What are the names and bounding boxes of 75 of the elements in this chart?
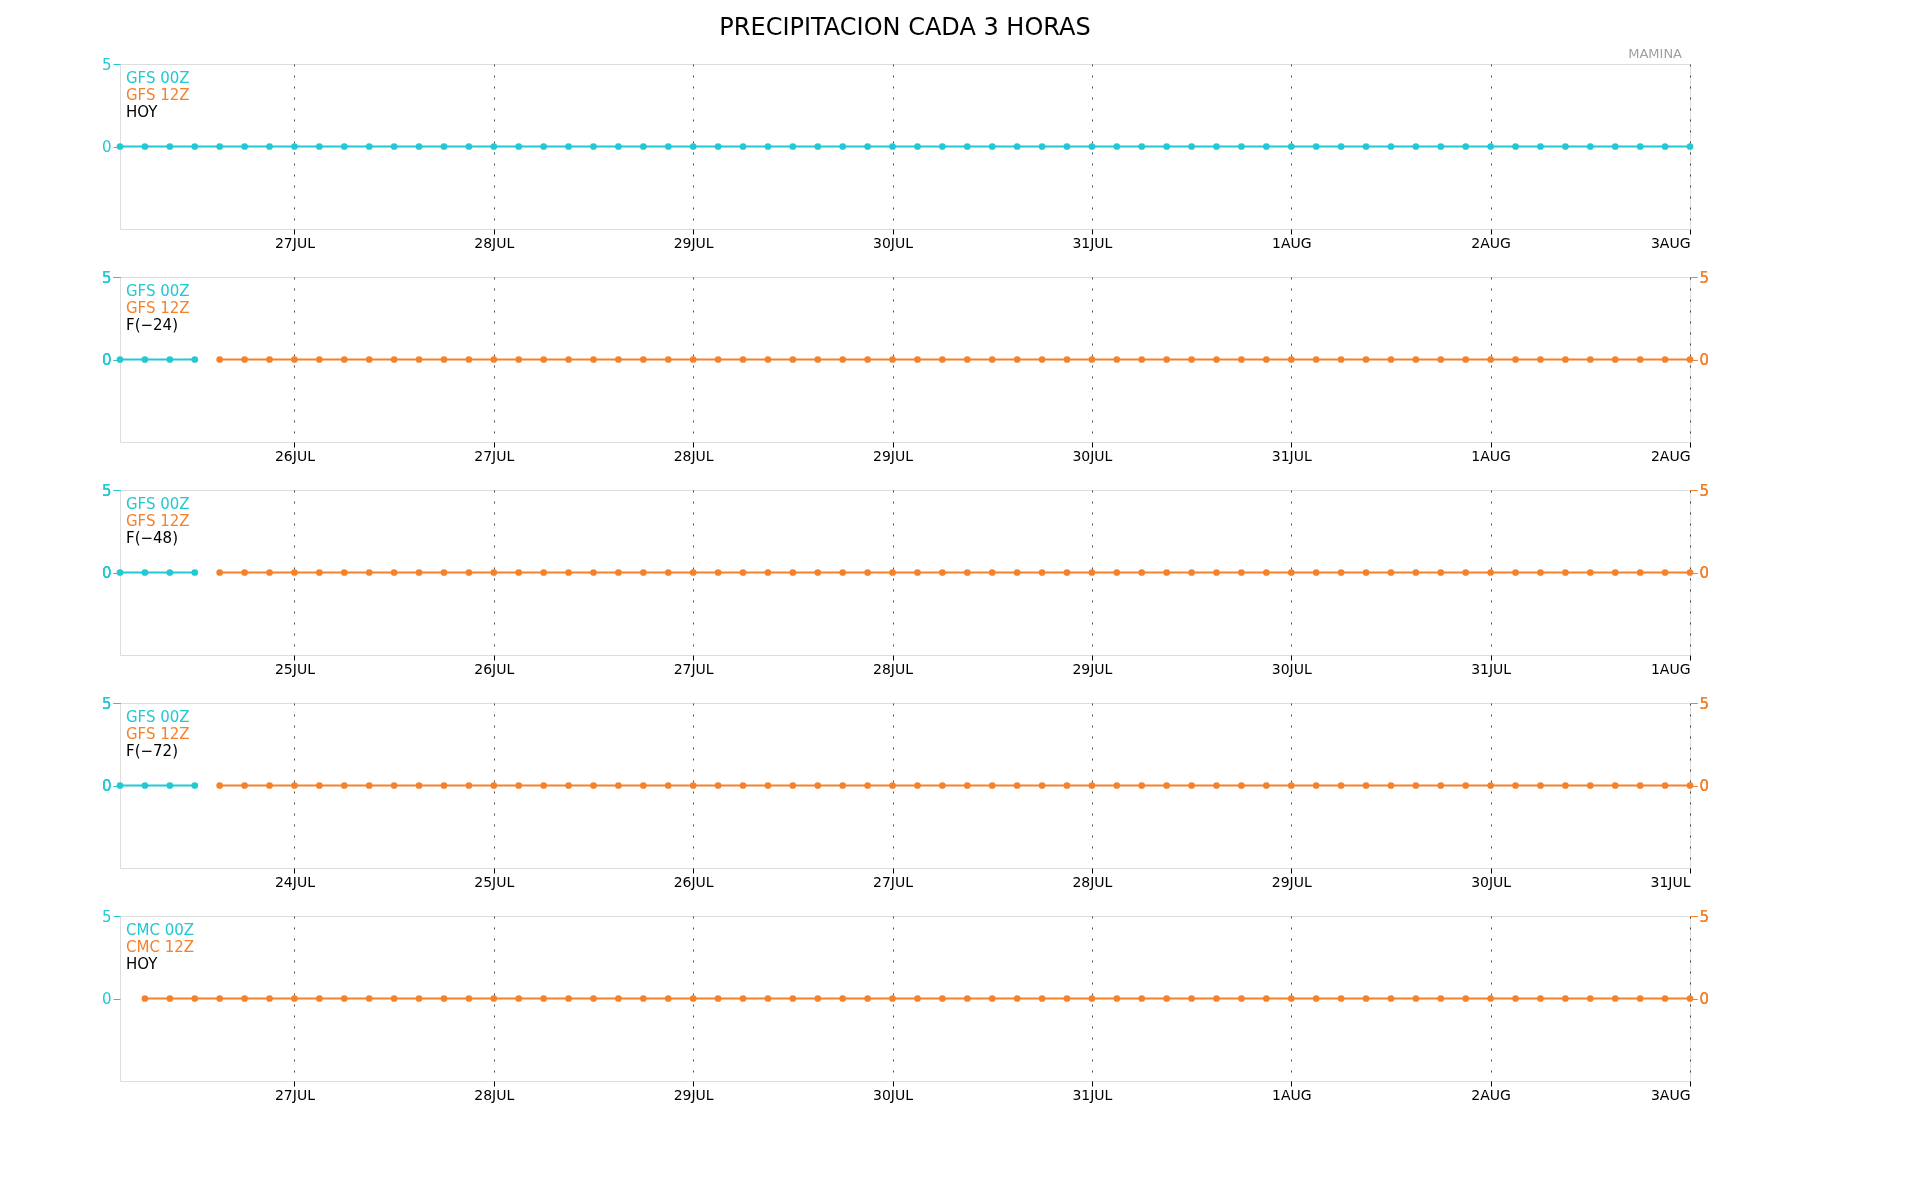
x-tick-label: 30JUL — [1072, 447, 1113, 464]
x-tick-label: 2AUG — [1471, 1086, 1511, 1103]
x-tick-label: 28JUL — [474, 234, 515, 251]
y2-tick-label: 0 — [1699, 990, 1710, 1008]
x-tick-label: 28JUL — [474, 1086, 515, 1103]
x-tick-label: 30JUL — [1471, 873, 1512, 890]
y2-tick-label: 5 — [1699, 694, 1710, 713]
x-tick-label: 3AUG — [1650, 234, 1691, 251]
y2-tick-label: 0 — [1699, 351, 1710, 369]
x-tick-label: 3AUG — [1650, 1086, 1691, 1103]
legend-label: GFS 00Z — [126, 282, 190, 300]
text: CMC 12Z — [126, 938, 195, 956]
x-tick-label: 28JUL — [1072, 873, 1113, 890]
x-tick-label: 26JUL — [673, 873, 714, 890]
x-tick-label: 29JUL — [1072, 660, 1113, 677]
y-tick-label: 5 — [101, 907, 112, 926]
x-tick-label: 28JUL — [873, 660, 914, 677]
x-tick-label: 31JUL — [1072, 234, 1113, 251]
text: GFS 12Z — [126, 299, 190, 317]
x-tick-label: 30JUL — [873, 234, 914, 251]
x-tick-label: 26JUL — [274, 447, 316, 464]
y2-tick-label: 5 — [1699, 268, 1710, 287]
annotation: F(−72) — [126, 742, 178, 760]
x-tick-label: 29JUL — [673, 234, 714, 251]
annotation: HOY — [126, 955, 159, 973]
legend-label: GFS 00Z — [126, 69, 190, 87]
x-tick-label: 1AUG — [1650, 660, 1691, 677]
x-tick-label: 31JUL — [1650, 873, 1691, 890]
x-tick-label: 24JUL — [274, 873, 316, 890]
legend-label: GFS 12Z — [126, 86, 190, 104]
x-tick-label: 27JUL — [274, 234, 316, 251]
y-tick-label: 5 — [101, 694, 112, 713]
annotation: F(−24) — [126, 316, 178, 334]
x-tick-label: 1AUG — [1471, 447, 1511, 464]
y2-tick-label: 5 — [1699, 481, 1710, 500]
x-tick-label: 31JUL — [1072, 1086, 1113, 1103]
legend-label: CMC 00Z — [126, 921, 195, 939]
text: GFS 12Z — [126, 725, 190, 743]
legend-label: GFS 00Z — [126, 708, 190, 726]
x-tick-label: 25JUL — [274, 660, 316, 677]
x-tick-label: 1AUG — [1271, 1086, 1312, 1103]
annotation: HOY — [126, 103, 159, 121]
x-tick-label: 27JUL — [474, 447, 515, 464]
x-tick-label: 26JUL — [474, 660, 515, 677]
text: GFS 12Z — [126, 512, 190, 530]
legend-label: GFS 00Z — [126, 495, 190, 513]
y-tick-label: 0 — [101, 351, 112, 369]
y-tick-label: 0 — [101, 138, 112, 156]
x-tick-label: 28JUL — [673, 447, 714, 464]
chart-subtitle: MAMINA — [1628, 46, 1683, 61]
y-tick-label: 0 — [101, 564, 112, 582]
chart-title: PRECIPITACION CADA 3 HORAS — [719, 12, 1091, 41]
x-tick-label: 31JUL — [1271, 447, 1312, 464]
y2-tick-label: 5 — [1699, 907, 1710, 926]
x-tick-label: 30JUL — [873, 1086, 914, 1103]
y-tick-label: 0 — [101, 777, 112, 795]
y-tick-label: 5 — [101, 481, 112, 500]
y-tick-label: 5 — [101, 268, 112, 287]
x-tick-label: 2AUG — [1471, 234, 1511, 251]
x-tick-label: 29JUL — [1271, 873, 1312, 890]
x-tick-label: 27JUL — [873, 873, 914, 890]
x-tick-label: 1AUG — [1271, 234, 1312, 251]
x-tick-label: 30JUL — [1271, 660, 1312, 677]
x-tick-label: 25JUL — [474, 873, 515, 890]
x-tick-label: 27JUL — [274, 1086, 316, 1103]
y2-tick-label: 0 — [1699, 564, 1710, 582]
x-tick-label: 29JUL — [673, 1086, 714, 1103]
x-tick-label: 27JUL — [673, 660, 714, 677]
x-tick-label: 31JUL — [1471, 660, 1512, 677]
x-tick-label: 29JUL — [873, 447, 914, 464]
y-tick-label: 0 — [101, 990, 112, 1008]
y2-tick-label: 0 — [1699, 777, 1710, 795]
y-tick-label: 5 — [101, 55, 112, 74]
x-tick-label: 2AUG — [1650, 447, 1691, 464]
annotation: F(−48) — [126, 529, 178, 547]
